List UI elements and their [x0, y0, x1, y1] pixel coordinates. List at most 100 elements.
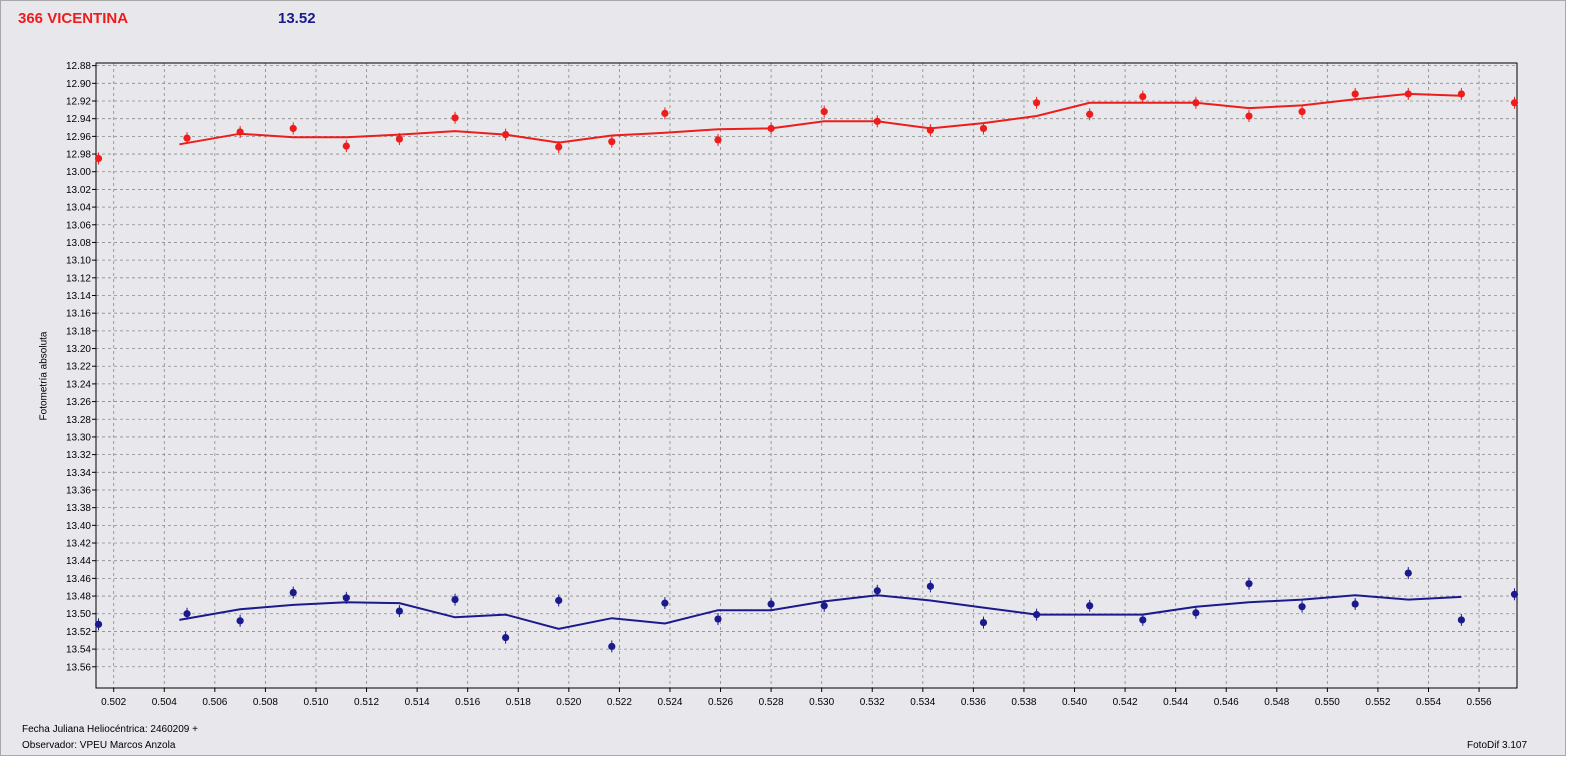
- x-tick-label: 0.542: [1113, 697, 1138, 708]
- y-tick-label: 13.28: [66, 415, 91, 426]
- series-1-point: [1298, 603, 1306, 611]
- jd-label: Fecha Juliana Heliocéntrica: 2460209 +: [22, 724, 198, 735]
- y-tick-label: 12.88: [66, 61, 91, 72]
- series-0-point: [1298, 108, 1306, 116]
- series-0-point: [395, 135, 404, 143]
- series-1-point: [1510, 590, 1519, 598]
- y-tick-label: 13.20: [66, 344, 91, 355]
- plot-area: [96, 63, 1517, 688]
- series-1-point: [236, 617, 244, 625]
- series-1-point: [395, 607, 404, 615]
- y-tick-label: 13.00: [66, 167, 91, 178]
- x-tick-label: 0.548: [1264, 697, 1289, 708]
- y-tick-label: 13.02: [66, 185, 91, 196]
- series-1-point: [1192, 609, 1200, 617]
- y-tick-label: 13.18: [66, 326, 91, 337]
- series-1-point: [1351, 600, 1359, 608]
- series-0-point: [1245, 112, 1253, 120]
- x-tick-label: 0.534: [910, 697, 935, 708]
- x-tick-label: 0.530: [809, 697, 834, 708]
- y-tick-label: 12.92: [66, 97, 91, 108]
- series-0-point: [661, 109, 669, 117]
- y-tick-label: 13.06: [66, 220, 91, 231]
- series-1-point: [661, 599, 669, 607]
- x-tick-label: 0.504: [152, 697, 177, 708]
- series-0-point: [926, 126, 934, 134]
- y-tick-label: 13.40: [66, 521, 91, 532]
- x-tick-label: 0.538: [1011, 697, 1036, 708]
- software-version: FotoDif 3.107: [1467, 740, 1528, 751]
- series-1-point: [820, 602, 828, 610]
- y-tick-label: 13.12: [66, 273, 91, 284]
- y-tick-label: 13.34: [66, 468, 91, 479]
- y-tick-label: 12.94: [66, 114, 91, 125]
- x-tick-label: 0.540: [1062, 697, 1087, 708]
- y-tick-label: 13.36: [66, 485, 91, 496]
- magnitude-value: 13.52: [278, 10, 316, 27]
- y-tick-label: 13.26: [66, 397, 91, 408]
- x-tick-label: 0.520: [556, 697, 581, 708]
- series-0-point: [767, 124, 775, 133]
- series-0-point: [342, 142, 350, 150]
- x-tick-label: 0.522: [607, 697, 632, 708]
- y-tick-label: 13.38: [66, 503, 91, 514]
- series-1-point: [94, 620, 103, 628]
- series-1-point: [979, 618, 988, 627]
- x-tick-label: 0.510: [303, 697, 328, 708]
- x-tick-label: 0.554: [1416, 697, 1441, 708]
- y-tick-label: 13.48: [66, 592, 91, 603]
- y-tick-label: 12.98: [66, 150, 91, 161]
- x-tick-label: 0.532: [860, 697, 885, 708]
- y-tick-label: 13.10: [66, 256, 91, 267]
- series-1-point: [289, 588, 297, 597]
- series-0-point: [1404, 90, 1412, 98]
- y-tick-label: 13.22: [66, 362, 91, 373]
- series-0-point: [1192, 99, 1200, 107]
- y-tick-label: 13.54: [66, 645, 91, 656]
- series-0-point: [1510, 99, 1519, 107]
- y-tick-label: 13.08: [66, 238, 91, 249]
- x-tick-label: 0.502: [101, 697, 126, 708]
- x-tick-label: 0.546: [1214, 697, 1239, 708]
- series-1-point: [1032, 611, 1041, 619]
- series-1-point: [926, 582, 934, 590]
- series-1-point: [1404, 569, 1412, 577]
- x-tick-label: 0.514: [405, 697, 430, 708]
- series-0-point: [1457, 90, 1465, 98]
- series-0-point: [1139, 92, 1147, 101]
- series-0-point: [979, 124, 988, 133]
- series-1-point: [342, 594, 350, 602]
- series-1-point: [1245, 580, 1253, 588]
- x-tick-label: 0.552: [1365, 697, 1390, 708]
- series-1-point: [555, 596, 563, 605]
- series-1-point: [502, 634, 510, 642]
- series-0-point: [714, 136, 722, 144]
- series-1-point: [451, 595, 459, 604]
- y-tick-label: 13.16: [66, 309, 91, 320]
- x-tick-label: 0.516: [455, 697, 480, 708]
- series-0-point: [183, 134, 191, 142]
- x-tick-label: 0.556: [1467, 697, 1492, 708]
- series-0-point: [1351, 90, 1359, 98]
- series-0-point: [1032, 99, 1041, 107]
- series-0-point: [502, 131, 510, 139]
- y-tick-label: 13.30: [66, 432, 91, 443]
- series-0-point: [873, 117, 881, 125]
- y-tick-label: 13.32: [66, 450, 91, 461]
- y-tick-label: 13.52: [66, 627, 91, 638]
- y-tick-label: 13.04: [66, 203, 91, 214]
- series-1-point: [873, 587, 881, 595]
- y-tick-label: 13.24: [66, 379, 91, 390]
- series-0-point: [289, 124, 297, 133]
- series-0-point: [608, 138, 616, 146]
- y-tick-label: 13.50: [66, 609, 91, 620]
- series-1-point: [183, 610, 191, 618]
- series-1-point: [1139, 616, 1147, 624]
- x-tick-label: 0.518: [506, 697, 531, 708]
- series-1-point: [1086, 602, 1094, 610]
- series-0-point: [451, 114, 459, 122]
- observer-label: Observador: VPEU Marcos Anzola: [22, 740, 176, 751]
- object-name: 366 VICENTINA: [18, 10, 129, 27]
- series-0-point: [555, 143, 563, 151]
